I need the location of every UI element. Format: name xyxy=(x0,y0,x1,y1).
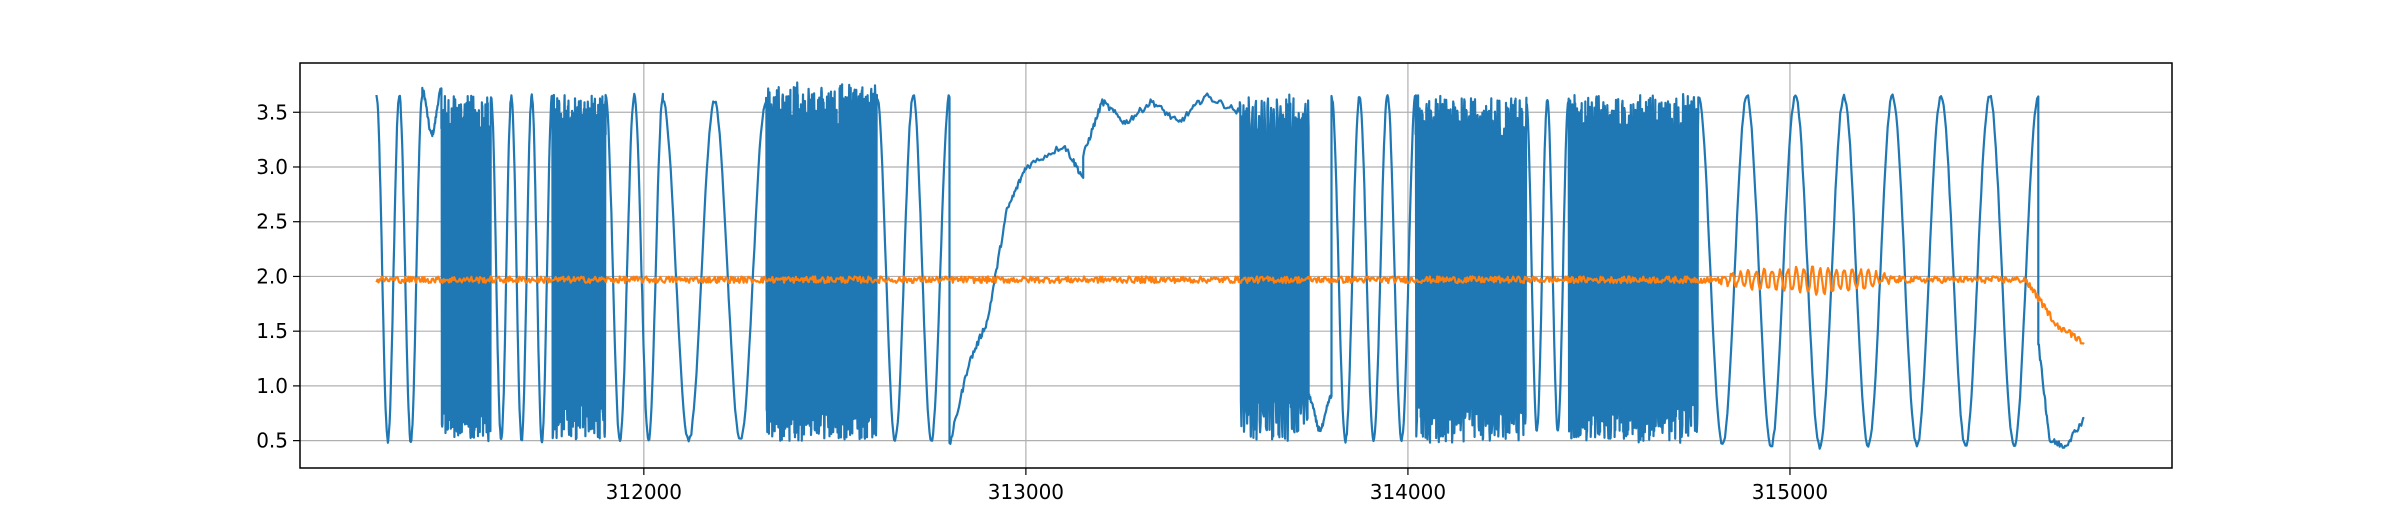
y-tick-label: 2.5 xyxy=(256,210,288,234)
x-tick-label: 313000 xyxy=(988,480,1064,504)
plot-frame xyxy=(299,62,2173,469)
grid-lines xyxy=(300,63,2172,468)
y-tick-label: 2.0 xyxy=(256,264,288,288)
series-orange-line xyxy=(375,265,2085,345)
x-tick-label: 312000 xyxy=(606,480,682,504)
x-tick-label: 314000 xyxy=(1370,480,1446,504)
y-tick-label: 0.5 xyxy=(256,429,288,453)
y-tick-label: 1.5 xyxy=(256,319,288,343)
y-axis-ticks: 0.5 1.0 1.5 2.0 2.5 3.0 3.5 xyxy=(256,100,300,453)
x-axis-ticks: 312000 313000 314000 315000 xyxy=(606,468,1828,504)
y-tick-label: 1.0 xyxy=(256,374,288,398)
y-tick-label: 3.5 xyxy=(256,100,288,124)
y-tick-label: 3.0 xyxy=(256,155,288,179)
plot-area xyxy=(375,81,2085,450)
series-blue-line xyxy=(375,81,2085,450)
x-tick-label: 315000 xyxy=(1752,480,1828,504)
